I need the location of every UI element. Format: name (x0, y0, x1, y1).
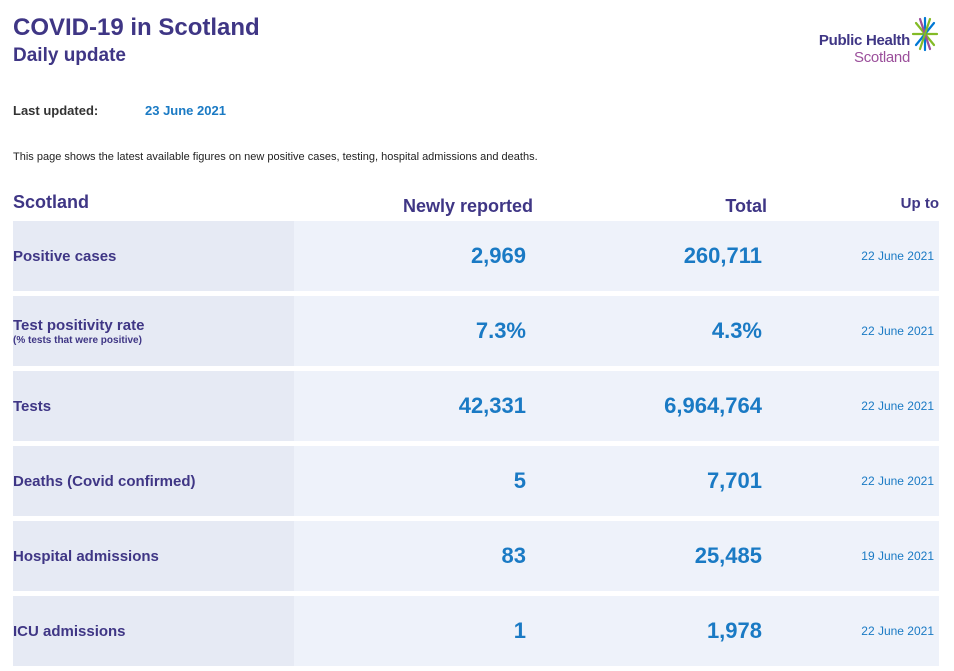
up-to-date: 22 June 2021 (861, 474, 934, 488)
total-value: 260,711 (683, 243, 762, 268)
table-row-test-positivity: Test positivity rate (% tests that were … (13, 296, 939, 366)
page-subtitle: Daily update (13, 45, 126, 66)
total-value: 6,964,764 (664, 393, 762, 418)
row-label-cell (13, 221, 294, 291)
row-label: Tests (13, 371, 51, 441)
public-health-scotland-logo[interactable]: Public Health Scotland (800, 16, 940, 68)
row-label-cell (13, 296, 294, 366)
total-value: 25,485 (694, 543, 762, 568)
row-label-cell (13, 446, 294, 516)
row-label: Deaths (Covid confirmed) (13, 446, 196, 516)
row-label-text: ICU admissions (13, 622, 126, 640)
row-label-text: Tests (13, 397, 52, 415)
up-to-date: 19 June 2021 (861, 549, 934, 563)
page-title: COVID-19 in Scotland (13, 14, 260, 41)
row-sublabel: (% tests that were positive) (13, 334, 142, 346)
row-label-text: Hospital admissions (13, 547, 159, 565)
up-to-date: 22 June 2021 (861, 324, 934, 338)
phs-star-icon (911, 16, 939, 52)
column-header-newly-reported: Newly reported (402, 196, 533, 216)
row-label: Positive cases (13, 221, 116, 291)
newly-reported-value: 5 (513, 468, 526, 493)
up-to-date: 22 June 2021 (861, 624, 934, 638)
newly-reported-value: 2,969 (470, 243, 526, 268)
last-updated-value: 23 June 2021 (145, 103, 226, 118)
total-value: 7,701 (706, 468, 762, 493)
newly-reported-value: 42,331 (458, 393, 526, 418)
row-label: Test positivity rate (% tests that were … (13, 296, 144, 366)
newly-reported-value: 83 (501, 543, 526, 568)
row-label-cell (13, 521, 294, 591)
row-label: ICU admissions (13, 596, 126, 666)
up-to-date: 22 June 2021 (861, 249, 934, 263)
total-value: 4.3% (711, 318, 762, 343)
table-row-tests: Tests 42,331 6,964,764 22 June 2021 (13, 371, 939, 441)
row-label-text: Positive cases (13, 247, 117, 265)
column-header-up-to: Up to (900, 195, 939, 212)
column-header-region: Scotland (13, 192, 90, 212)
total-value: 1,978 (706, 618, 762, 643)
row-label-cell (13, 596, 294, 666)
logo-text-line1: Public Health (818, 32, 910, 49)
table-row-positive-cases: Positive cases 2,969 260,711 22 June 202… (13, 221, 939, 291)
logo-text-line2: Scotland (854, 49, 910, 66)
row-label-text: Test positivity rate (13, 316, 145, 334)
up-to-date: 22 June 2021 (861, 399, 934, 413)
column-header-total: Total (725, 196, 767, 216)
row-label-text: Deaths (Covid confirmed) (13, 472, 196, 490)
intro-text: This page shows the latest available fig… (13, 151, 538, 163)
newly-reported-value: 1 (513, 618, 526, 643)
table-row-deaths: Deaths (Covid confirmed) 5 7,701 22 June… (13, 446, 939, 516)
last-updated-label: Last updated: (13, 103, 99, 118)
row-label: Hospital admissions (13, 521, 159, 591)
table-row-icu-admissions: ICU admissions 1 1,978 22 June 2021 (13, 596, 939, 666)
row-label-cell (13, 371, 294, 441)
table-row-hospital-admissions: Hospital admissions 83 25,485 19 June 20… (13, 521, 939, 591)
newly-reported-value: 7.3% (475, 318, 526, 343)
